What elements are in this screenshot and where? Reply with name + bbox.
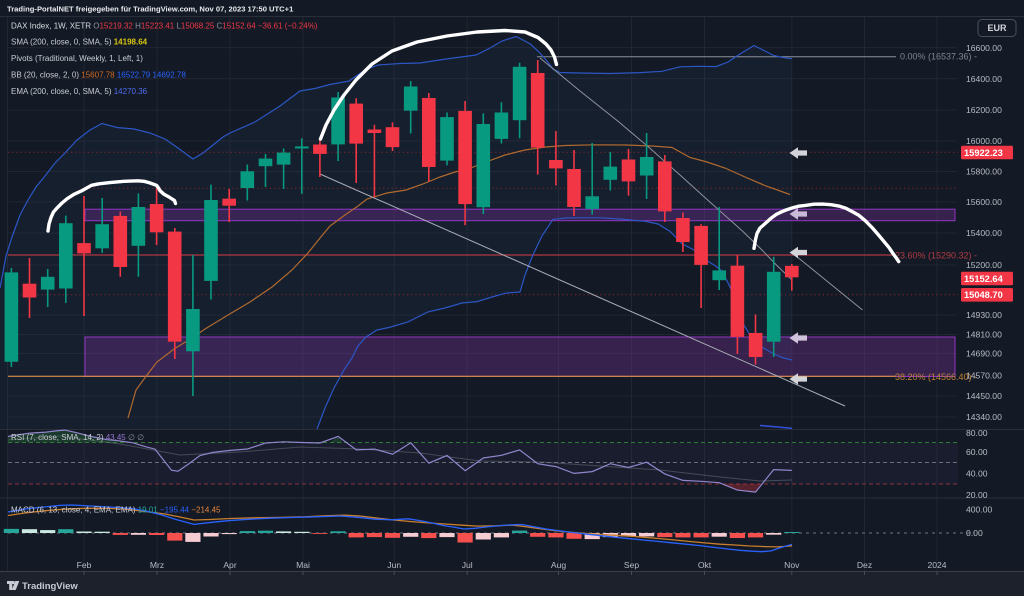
svg-text:14930.00: 14930.00 (966, 310, 1002, 320)
svg-text:400.00: 400.00 (966, 505, 993, 515)
svg-text:Feb: Feb (77, 560, 92, 570)
svg-text:14570.00: 14570.00 (966, 371, 1002, 381)
svg-text:15200.00: 15200.00 (966, 260, 1002, 270)
svg-text:Apr: Apr (223, 560, 237, 570)
svg-text:DAX Index, 1W, XETR O15219.32: DAX Index, 1W, XETR O15219.32 H15223.41 … (11, 22, 318, 31)
svg-text:0.00% (16537.36) -: 0.00% (16537.36) - (900, 52, 977, 62)
svg-text:16200.00: 16200.00 (966, 105, 1002, 115)
svg-text:Pivots (Traditional, Weekly, 1: Pivots (Traditional, Weekly, 1, Left, 1) (11, 54, 143, 63)
svg-text:Jul: Jul (462, 560, 473, 570)
svg-text:Aug: Aug (551, 560, 567, 570)
svg-text:15152.64: 15152.64 (964, 274, 1004, 284)
svg-text:14690.00: 14690.00 (966, 349, 1002, 359)
svg-text:38.20% (14566.40) -: 38.20% (14566.40) - (895, 372, 977, 382)
svg-text:EMA (200, close, 0, SMA, 5) 14: EMA (200, close, 0, SMA, 5) 14270.36 (11, 87, 148, 96)
svg-text:Okt: Okt (698, 560, 712, 570)
svg-text:2024: 2024 (927, 560, 946, 570)
svg-text:16400.00: 16400.00 (966, 74, 1002, 84)
svg-text:EUR: EUR (987, 23, 1007, 33)
svg-text:15800.00: 15800.00 (966, 167, 1002, 177)
svg-text:RSI (7, close, SMA, 14, 2) 43.: RSI (7, close, SMA, 14, 2) 43.45 ∅ ∅ (11, 433, 144, 442)
svg-text:Dez: Dez (857, 560, 872, 570)
svg-text:14340.00: 14340.00 (966, 412, 1002, 422)
svg-text:Jun: Jun (387, 560, 401, 570)
svg-text:14450.00: 14450.00 (966, 391, 1002, 401)
svg-text:40.00: 40.00 (966, 468, 988, 478)
svg-text:0.00: 0.00 (966, 528, 983, 538)
svg-text:15048.70: 15048.70 (964, 290, 1003, 300)
svg-text:Nov: Nov (784, 560, 800, 570)
svg-text:15600.00: 15600.00 (966, 197, 1002, 207)
svg-text:Sep: Sep (624, 560, 640, 570)
svg-text:BB (20, close, 2, 0) 15607.78: BB (20, close, 2, 0) 15607.78 16522.79 1… (11, 71, 186, 80)
svg-text:80.00: 80.00 (966, 428, 988, 438)
svg-text:MACD (6, 13, close, 4, EMA, EM: MACD (6, 13, close, 4, EMA, EMA) 19.01 −… (11, 506, 221, 515)
svg-text:SMA (200, close, 0, SMA, 5) 14: SMA (200, close, 0, SMA, 5) 14198.64 (11, 38, 148, 47)
svg-text:TradingView: TradingView (22, 581, 78, 592)
svg-text:16600.00: 16600.00 (966, 43, 1002, 53)
svg-text:14810.00: 14810.00 (966, 330, 1002, 340)
svg-text:20.00: 20.00 (966, 490, 988, 500)
svg-text:16000.00: 16000.00 (966, 136, 1002, 146)
svg-text:60.00: 60.00 (966, 447, 988, 457)
svg-text:15922.23: 15922.23 (964, 148, 1003, 158)
svg-text:Trading-PortalNET freigegeben: Trading-PortalNET freigegeben für Tradin… (7, 5, 294, 14)
svg-text:Mai: Mai (296, 560, 310, 570)
svg-text:15400.00: 15400.00 (966, 228, 1002, 238)
svg-text:Mrz: Mrz (150, 560, 164, 570)
svg-text:23.60% (15290.32) -: 23.60% (15290.32) - (895, 251, 977, 261)
